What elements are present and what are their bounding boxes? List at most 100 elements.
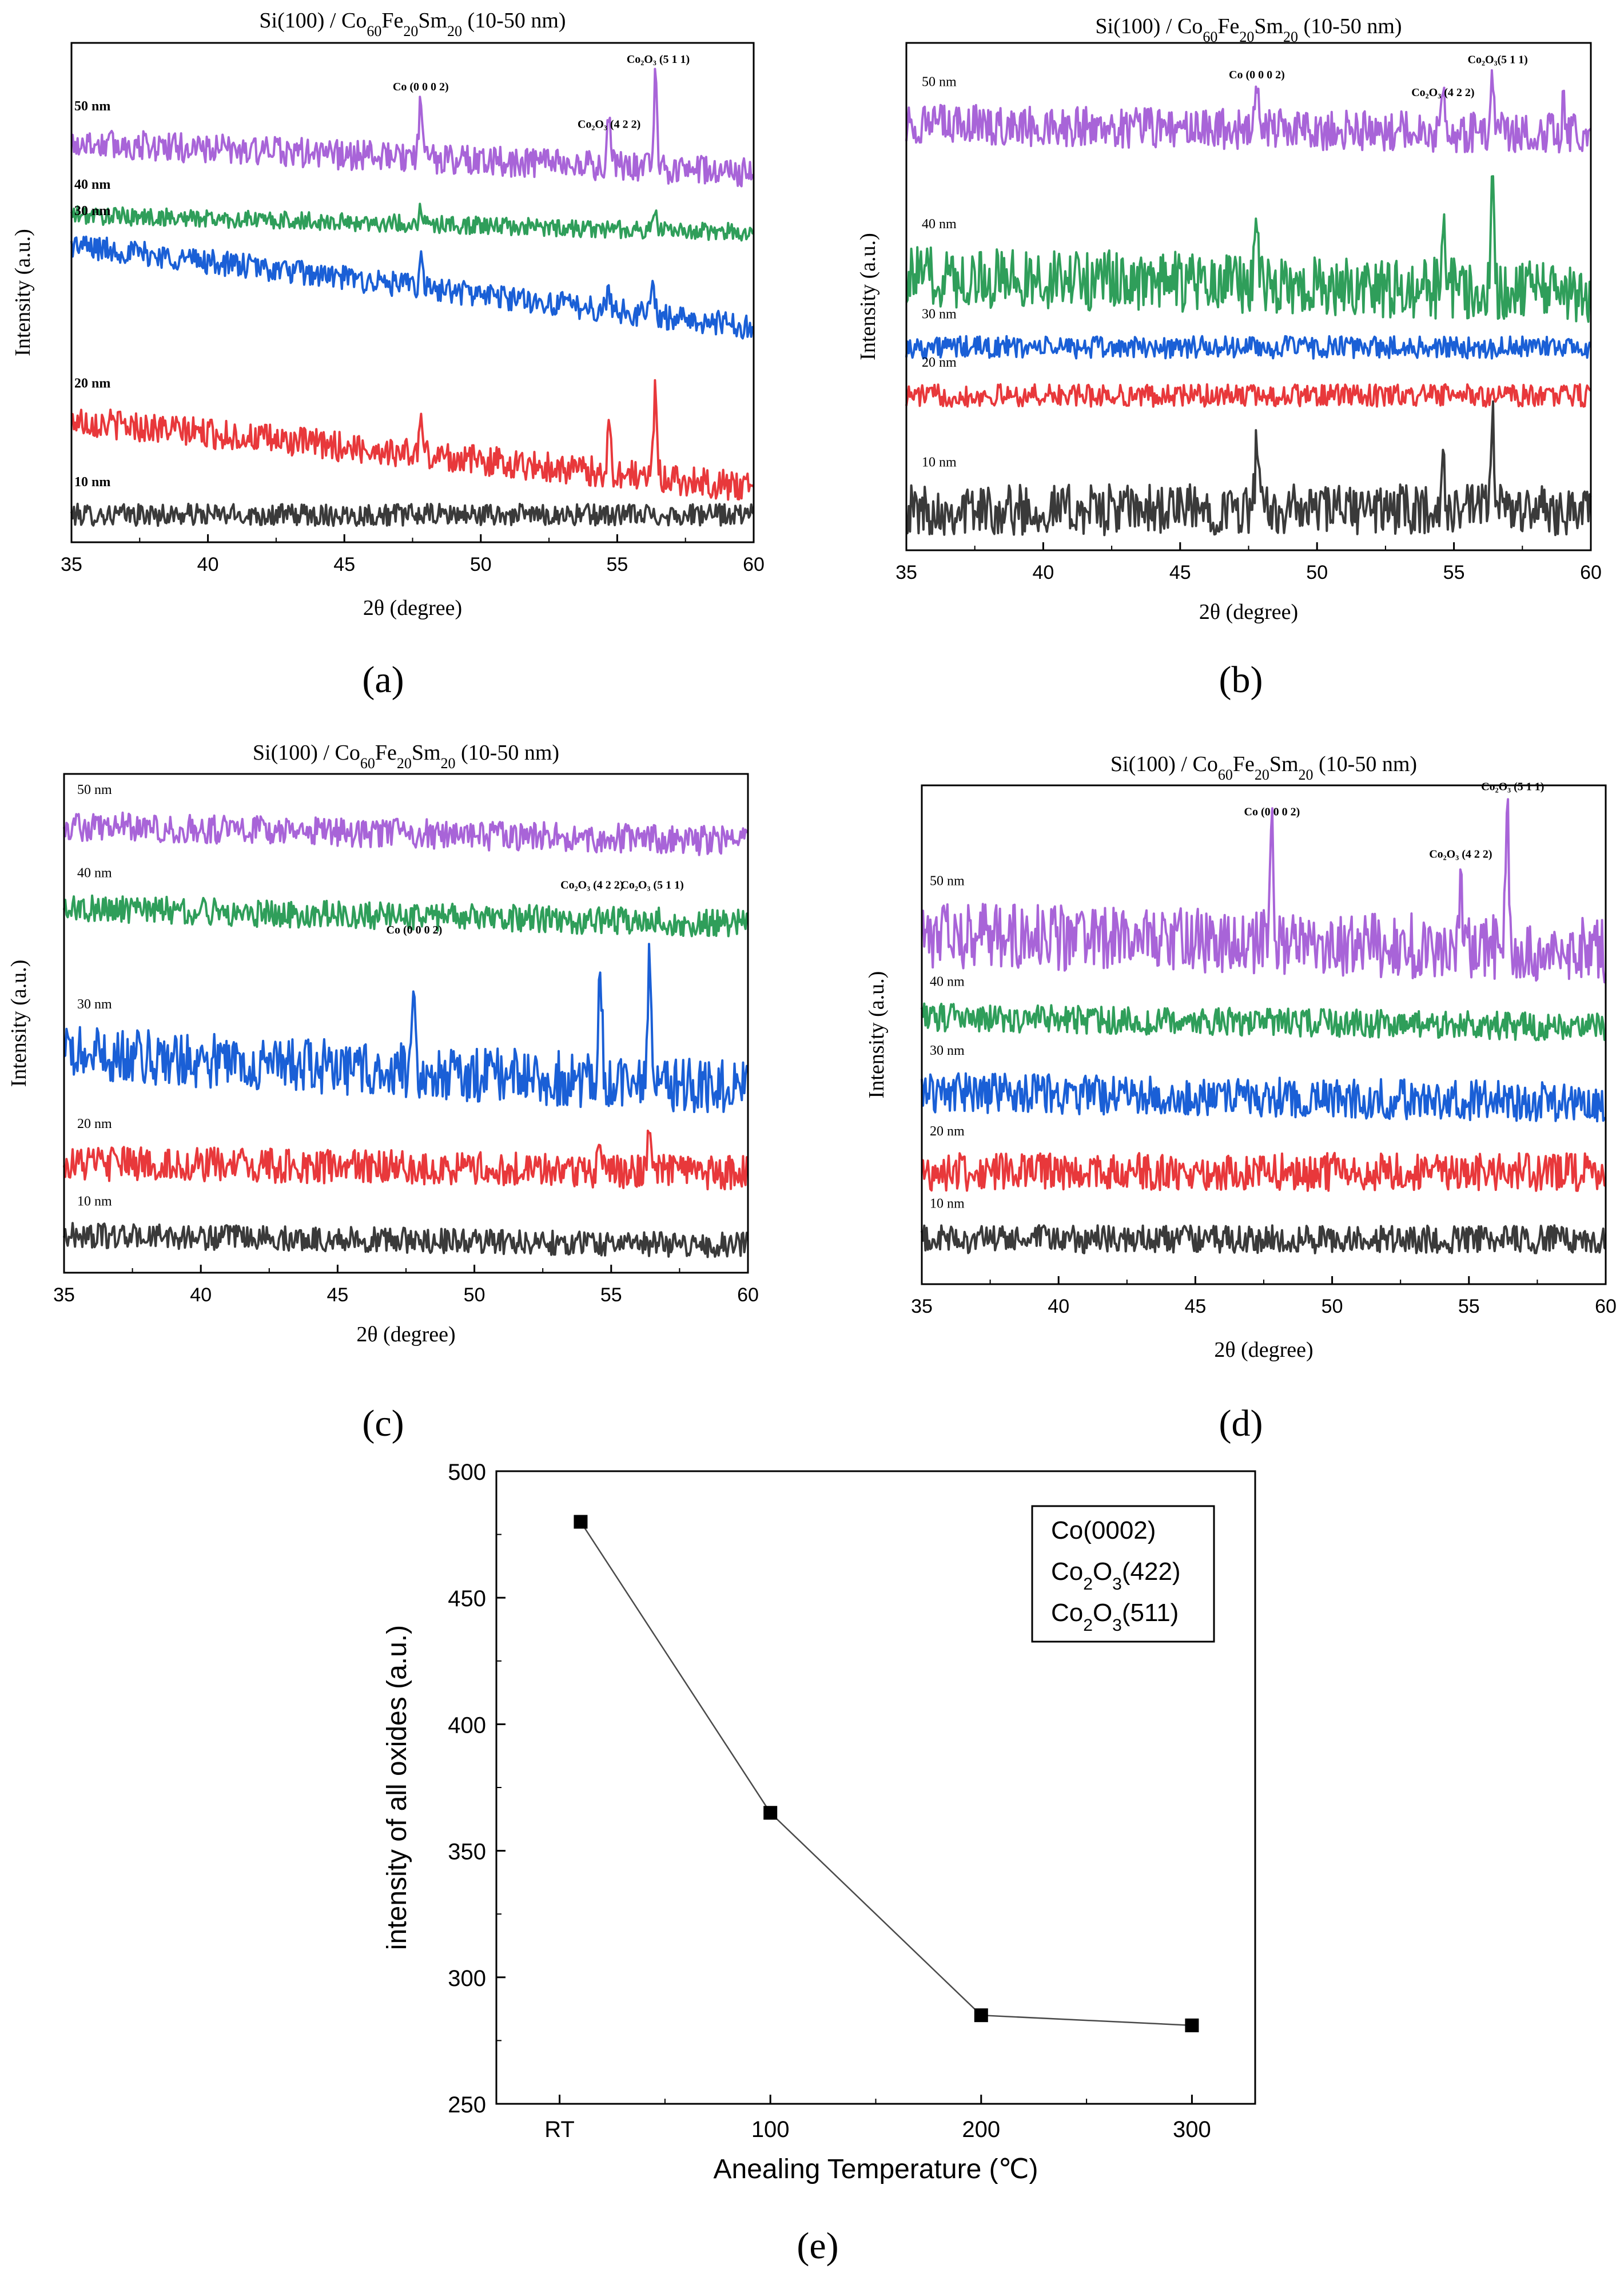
x-tick-label: 60	[737, 1284, 759, 1306]
series-label-10nm: 10 nm	[930, 1197, 965, 1212]
x-tick-label: 100	[751, 2117, 790, 2142]
x-tick-label: 55	[1443, 562, 1465, 583]
y-axis-label: Intensity (a.u.)	[865, 971, 889, 1099]
y-tick-label: 500	[448, 1460, 486, 1485]
series-label-30nm: 30 nm	[77, 997, 112, 1012]
x-tick-label: 60	[1595, 1296, 1617, 1317]
legend: Co(0002) Co2O3(422) Co2O3(511)	[1031, 1505, 1215, 1643]
series-label-10nm: 10 nm	[922, 455, 957, 470]
series-line-40nm	[905, 175, 1591, 323]
series-label-30nm: 30 nm	[922, 307, 957, 322]
series-line-30nm	[921, 1072, 1606, 1123]
data-point	[763, 1806, 778, 1820]
x-axis-label: 2θ (degree)	[1214, 1338, 1313, 1362]
series-label-40nm: 40 nm	[930, 975, 965, 990]
x-tick-label: 50	[1322, 1296, 1343, 1317]
series-label-40nm: 40 nm	[922, 217, 957, 232]
series-label-50nm: 50 nm	[74, 99, 110, 114]
x-tick-label: 50	[470, 554, 492, 575]
x-axis-label: 2θ (degree)	[363, 596, 462, 620]
x-tick-label: 50	[464, 1284, 485, 1306]
x-tick-label: 40	[1032, 562, 1054, 583]
series-line-30nm	[70, 235, 754, 340]
x-tick-label: 40	[1048, 1296, 1069, 1317]
panel-b: 10 nm 20 nm 30 nm 40 nm 50 nm Co (0 0 0 2) Co₂…	[856, 14, 1602, 624]
x-tick-label: 45	[1169, 562, 1191, 583]
y-tick-label: 250	[448, 2092, 486, 2118]
series-line-20nm	[921, 1151, 1606, 1192]
x-tick-label: 200	[962, 2117, 1000, 2142]
chart-title: Si(100) / Co60Fe20Sm20 (10-50 nm)	[259, 9, 566, 39]
chart-title: Si(100) / Co60Fe20Sm20 (10-50 nm)	[1110, 752, 1417, 783]
peak-annotation: Co (0 0 0 2)	[1244, 805, 1300, 818]
series-line-40nm	[921, 1002, 1606, 1042]
x-tick-label: 45	[333, 554, 355, 575]
series-line-50nm	[921, 798, 1607, 984]
peak-annotation: Co₂O₃ (4 2 2)	[1411, 86, 1474, 99]
series-label-30nm: 30 nm	[74, 204, 110, 219]
panel-label-e: (e)	[797, 2225, 838, 2267]
series-label-10nm: 10 nm	[77, 1194, 112, 1209]
y-tick-label: 400	[448, 1713, 486, 1738]
series-line-40nm	[63, 894, 749, 938]
x-tick-label: 35	[895, 562, 917, 583]
panel-label-c: (c)	[362, 1403, 404, 1444]
peak-annotation: Co (0 0 0 2)	[393, 81, 449, 93]
plot-frame	[63, 773, 749, 1274]
peak-annotation: Co₂O₃ (5 1 1)	[620, 879, 683, 892]
legend-box	[1031, 1505, 1215, 1643]
series-line-10nm	[63, 1222, 749, 1258]
panel-d: 10 nm 20 nm 30 nm 40 nm 50 nm Co (0 0 0 2) Co₂…	[865, 752, 1617, 1362]
series-label-20nm: 20 nm	[77, 1117, 112, 1131]
x-axis-label: 2θ (degree)	[356, 1322, 455, 1346]
peak-annotation: Co₂O₃ (5 1 1)	[1481, 781, 1544, 793]
chart-title: Si(100) / Co60Fe20Sm20 (10-50 nm)	[253, 741, 559, 772]
y-tick-label: 300	[448, 1966, 486, 1991]
y-axis-label: Intensity (a.u.)	[856, 233, 880, 360]
series-line-10nm	[70, 502, 755, 527]
legend-entry: Co2O3(511)	[1051, 1599, 1179, 1635]
peak-annotation: Co₂O₃ (4 2 2)	[560, 879, 623, 892]
y-axis-label: intensity of all oxides (a.u.)	[382, 1625, 412, 1950]
series-line-50nm	[905, 69, 1592, 154]
y-tick-label: 350	[448, 1840, 486, 1865]
series-label-50nm: 50 nm	[930, 873, 965, 888]
x-tick-label: 35	[53, 1284, 75, 1306]
x-tick-label: 40	[197, 554, 219, 575]
legend-entry: Co(0002)	[1051, 1516, 1156, 1544]
series-label-10nm: 10 nm	[74, 475, 110, 490]
series-label-20nm: 20 nm	[74, 376, 110, 391]
series-label-30nm: 30 nm	[930, 1043, 965, 1058]
series-label-50nm: 50 nm	[77, 783, 112, 797]
series-line-20nm	[905, 383, 1592, 408]
series-line-30nm	[63, 943, 749, 1113]
series-line-20nm	[70, 379, 755, 501]
panel-label-d: (d)	[1219, 1403, 1263, 1444]
x-tick-label: 55	[606, 554, 628, 575]
y-tick-label: 450	[448, 1586, 486, 1611]
x-tick-label: 60	[1580, 562, 1602, 583]
peak-annotation: Co₂O₃ (4 2 2)	[578, 118, 640, 130]
peak-annotation: Co (0 0 0 2)	[387, 924, 443, 936]
y-axis-label: Intensity (a.u.)	[11, 229, 35, 356]
peak-annotation: Co (0 0 0 2)	[1229, 69, 1285, 81]
x-tick-label: 40	[190, 1284, 212, 1306]
series-line-30nm	[905, 335, 1591, 360]
series-line-40nm	[70, 202, 754, 242]
panel-c: 10 nm 20 nm 30 nm 40 nm 50 nm Co (0 0 0 2) Co₂…	[7, 741, 759, 1346]
x-axis-label: 2θ (degree)	[1199, 600, 1298, 624]
series-line-50nm	[70, 67, 754, 188]
x-tick-label: 35	[61, 554, 82, 575]
x-tick-label: 45	[327, 1284, 348, 1306]
series-label-40nm: 40 nm	[77, 866, 112, 881]
peak-annotation: Co₂O₃(5 1 1)	[1468, 54, 1528, 66]
series-line-50nm	[63, 811, 749, 856]
series-label-50nm: 50 nm	[922, 74, 957, 89]
data-point	[1185, 2018, 1199, 2032]
x-axis-label: Anealing Temperature (℃)	[714, 2154, 1038, 2184]
chart-title: Si(100) / Co60Fe20Sm20 (10-50 nm)	[1095, 14, 1402, 45]
x-tick-label: 55	[600, 1284, 622, 1306]
x-tick-label: 35	[911, 1296, 933, 1317]
x-tick-label: 60	[743, 554, 765, 575]
